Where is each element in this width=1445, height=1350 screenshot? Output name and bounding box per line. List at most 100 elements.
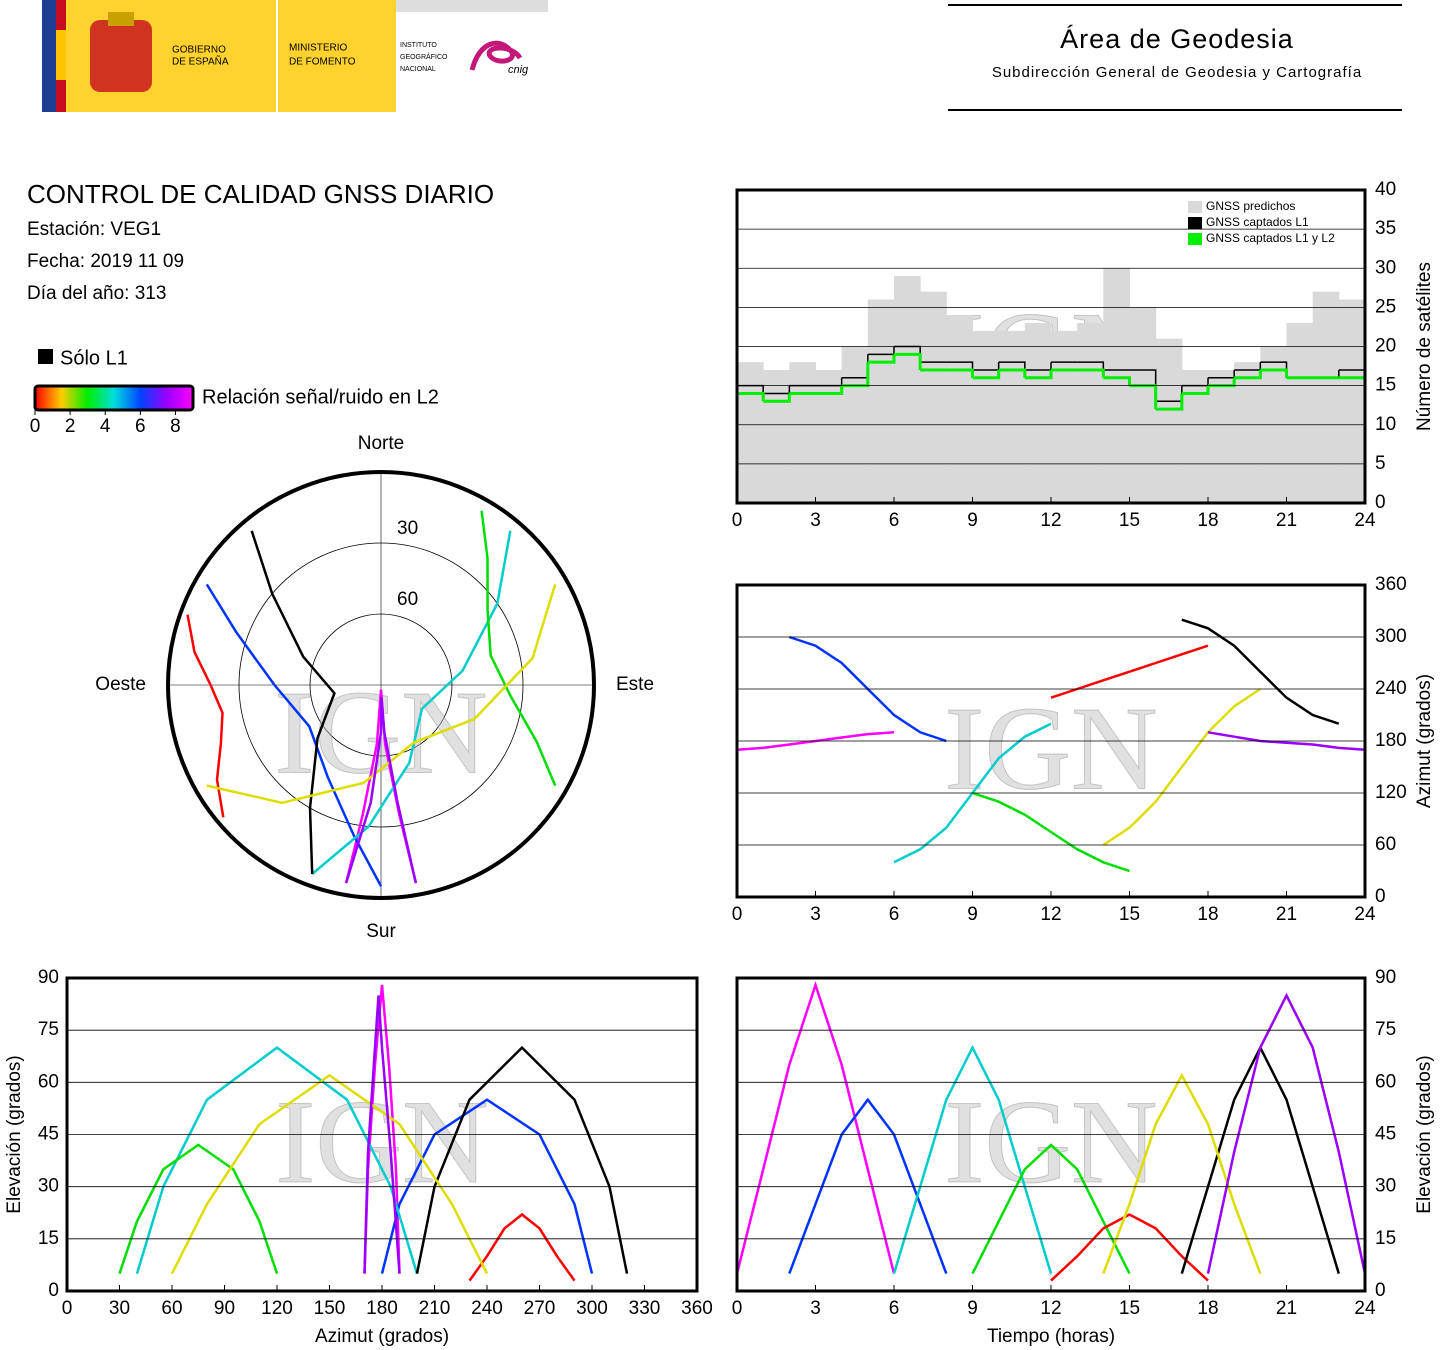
- x-tick-label: 9: [967, 904, 978, 925]
- report-line: Día del año: 313: [27, 283, 166, 304]
- y-tick-label: 360: [1375, 574, 1407, 595]
- legend-swatch: [1188, 217, 1202, 229]
- satellite-track: [735, 980, 896, 1274]
- predicted-bar: [1051, 330, 1078, 503]
- x-tick-label: 24: [1354, 510, 1376, 531]
- predicted-bar: [894, 276, 921, 503]
- y-axis-label: Elevación (grados): [4, 1055, 25, 1213]
- count-step: [1260, 368, 1288, 378]
- x-axis-label: Azimut (grados): [315, 1326, 449, 1347]
- coat-of-arms: [90, 20, 152, 92]
- elevation-ring: [238, 542, 524, 828]
- y-tick-label: 30: [1375, 1176, 1396, 1197]
- x-tick-label: 12: [1040, 904, 1061, 925]
- y-tick-label: 15: [1375, 1228, 1396, 1249]
- satellite-track: [1180, 1044, 1340, 1274]
- watermark: IGN: [274, 666, 487, 799]
- x-tick-label: 330: [629, 1298, 661, 1319]
- ring-label: 60: [397, 589, 418, 610]
- count-step: [1077, 361, 1105, 370]
- satellite-track: [205, 583, 383, 887]
- x-tick-label: 18: [1197, 904, 1218, 925]
- y-tick-label: 40: [1375, 179, 1396, 200]
- y-axis-label: Elevación (grados): [1414, 1055, 1435, 1213]
- watermark: IGN: [944, 1075, 1157, 1208]
- x-tick-label: 12: [1040, 510, 1061, 531]
- satellite-track: [1181, 618, 1340, 725]
- satellite-track: [468, 1212, 576, 1282]
- plot-frame: [735, 976, 1367, 1293]
- count-step: [1181, 385, 1210, 395]
- snr-tick-label: 6: [135, 416, 146, 437]
- y-axis-label: Azimut (grados): [1414, 674, 1435, 808]
- snr-tick-label: 0: [30, 416, 41, 437]
- x-tick-label: 240: [471, 1298, 503, 1319]
- satellite-track: [1102, 687, 1261, 847]
- l1-swatch: [38, 349, 53, 364]
- y-tick-label: 15: [1375, 375, 1396, 396]
- satellite-track: [971, 1143, 1131, 1275]
- x-tick-label: 210: [419, 1298, 451, 1319]
- y-tick-label: 75: [38, 1019, 59, 1040]
- count-step: [1077, 368, 1105, 378]
- satellite-track: [363, 995, 401, 1274]
- plot-frame: [735, 188, 1367, 505]
- x-tick-label: 0: [732, 510, 743, 531]
- count-step: [1155, 393, 1184, 411]
- ministerio-text: DE FOMENTO: [289, 57, 356, 68]
- y-tick-label: 0: [1375, 492, 1386, 513]
- legend-label: GNSS captados L1 y L2: [1206, 231, 1335, 245]
- y-tick-label: 5: [1375, 453, 1386, 474]
- x-tick-label: 30: [109, 1298, 130, 1319]
- x-tick-label: 15: [1119, 510, 1140, 531]
- x-tick-label: 9: [967, 510, 978, 531]
- cnig-text: cnig: [508, 64, 529, 76]
- header-title: Área de Geodesia: [1060, 24, 1294, 54]
- satellite-track: [311, 530, 512, 875]
- predicted-bar: [1208, 369, 1235, 503]
- predicted-bar: [946, 315, 973, 503]
- x-tick-label: 150: [314, 1298, 346, 1319]
- count-step: [894, 352, 922, 370]
- eu-stripe: [42, 0, 56, 112]
- x-tick-label: 60: [161, 1298, 182, 1319]
- predicted-bar: [737, 362, 764, 503]
- satellite-track: [480, 510, 557, 787]
- legend-swatch: [1188, 201, 1202, 213]
- y-tick-label: 75: [1375, 1019, 1396, 1040]
- x-tick-label: 21: [1276, 1298, 1297, 1319]
- y-tick-label: 60: [38, 1071, 59, 1092]
- satellite-track: [1207, 731, 1366, 751]
- ministerio-text: MINISTERIO: [289, 43, 348, 54]
- count-step: [946, 368, 974, 378]
- predicted-bar: [1024, 323, 1052, 503]
- report-title: CONTROL DE CALIDAD GNSS DIARIO: [27, 179, 494, 209]
- y-tick-label: 30: [1375, 257, 1396, 278]
- x-tick-label: 12: [1040, 1298, 1061, 1319]
- x-tick-label: 9: [967, 1298, 978, 1319]
- x-tick-label: 18: [1197, 1298, 1218, 1319]
- legend-label: GNSS predichos: [1206, 199, 1295, 213]
- x-tick-label: 0: [62, 1298, 73, 1319]
- report-line: Estación: VEG1: [27, 219, 161, 240]
- x-tick-label: 3: [810, 510, 821, 531]
- elevation-ring: [309, 613, 453, 757]
- legend-swatch: [1188, 233, 1202, 245]
- y-tick-label: 0: [1375, 1280, 1386, 1301]
- predicted-bar: [998, 330, 1026, 503]
- y-tick-label: 0: [48, 1280, 59, 1301]
- x-tick-label: 15: [1119, 904, 1140, 925]
- instituto-text: INSTITUTO: [400, 42, 437, 49]
- direction-label: Oeste: [95, 674, 146, 695]
- x-tick-label: 300: [576, 1298, 608, 1319]
- legend-label: GNSS captados L1: [1206, 215, 1309, 229]
- predicted-bar: [1338, 299, 1366, 503]
- count-step: [1234, 369, 1262, 380]
- x-tick-label: 24: [1354, 904, 1376, 925]
- satellite-track: [1102, 1072, 1262, 1275]
- predicted-bar: [815, 369, 843, 503]
- y-tick-label: 0: [1375, 886, 1386, 907]
- satellite-track: [1050, 1213, 1209, 1282]
